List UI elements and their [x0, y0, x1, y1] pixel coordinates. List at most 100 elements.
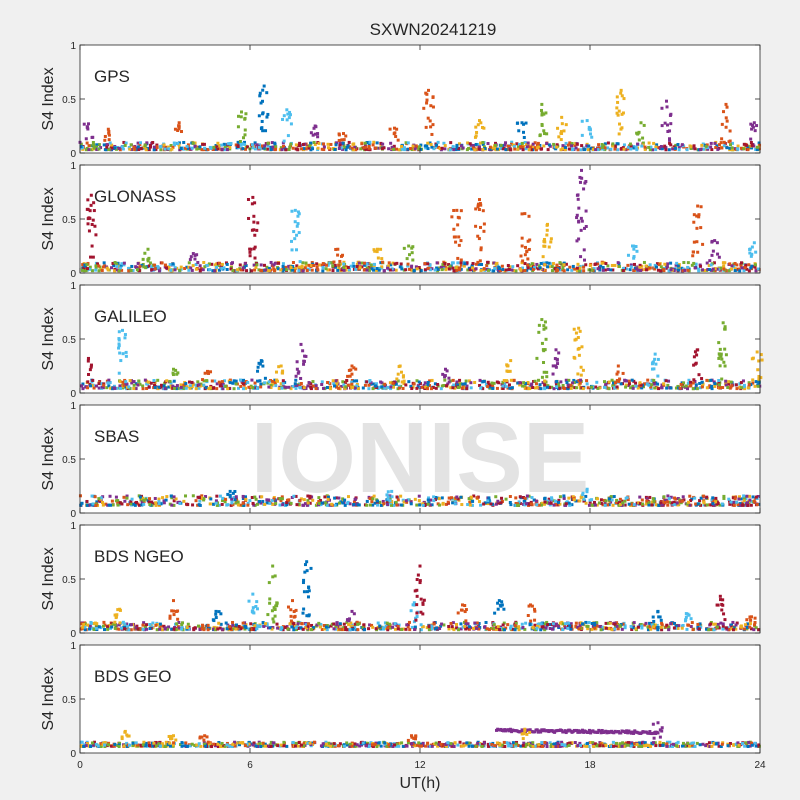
spike-point [545, 370, 549, 374]
spike [535, 318, 549, 382]
spike-point [636, 132, 640, 136]
spike-point [695, 226, 699, 230]
data-point [82, 622, 86, 626]
spike-point [574, 331, 578, 335]
data-point [137, 379, 141, 383]
data-point [79, 142, 83, 146]
data-point [410, 387, 414, 391]
spike-point [575, 239, 579, 243]
data-point [266, 626, 270, 630]
spike-point [555, 358, 559, 362]
data-point [377, 268, 381, 272]
spike-point [171, 371, 175, 375]
data-point [749, 141, 753, 145]
data-point [501, 387, 505, 391]
data-point [194, 383, 198, 387]
data-point [155, 143, 159, 147]
data-point [373, 501, 377, 505]
data-point [732, 503, 736, 507]
data-point [186, 502, 190, 506]
data-point [440, 622, 444, 626]
data-point [686, 265, 690, 269]
data-point [266, 141, 270, 145]
data-point [601, 503, 605, 507]
data-point [693, 496, 697, 500]
spike-point [429, 125, 433, 129]
spike-point [143, 251, 147, 255]
data-point [239, 143, 243, 147]
spike-point [527, 214, 531, 218]
data-point [191, 264, 195, 268]
spike-point [233, 489, 237, 493]
data-point [750, 264, 754, 268]
spike-point [632, 255, 636, 259]
spike [117, 328, 128, 384]
data-point [167, 385, 171, 389]
data-point [409, 502, 413, 506]
spike-point [385, 493, 389, 497]
data-point [287, 498, 291, 502]
data-point [95, 145, 99, 149]
data-point [348, 627, 352, 631]
spike-point [717, 341, 721, 345]
spike-point [401, 375, 405, 379]
data-point [529, 145, 533, 149]
spike-point [252, 220, 256, 224]
data-point [644, 264, 648, 268]
data-point [123, 385, 127, 389]
data-point [603, 146, 607, 150]
data-point [250, 495, 254, 499]
data-point [225, 148, 229, 152]
data-point [434, 496, 438, 500]
data-point [235, 498, 239, 502]
data-point [455, 145, 459, 149]
panel-label: GLONASS [94, 187, 176, 206]
data-point [144, 266, 148, 270]
data-point [296, 626, 300, 630]
spike-point [528, 238, 532, 242]
data-point [466, 622, 470, 626]
data-point [306, 624, 310, 628]
data-point [220, 143, 224, 147]
data-point [735, 387, 739, 391]
spike [750, 350, 764, 382]
spike-point [650, 367, 654, 371]
spike-point [542, 327, 546, 331]
spike-point [545, 132, 549, 136]
spike-point [620, 94, 624, 98]
data-point [381, 627, 385, 631]
spike-point [388, 127, 392, 131]
spike-point [543, 320, 547, 324]
data-point [460, 503, 464, 507]
data-point [711, 502, 715, 506]
data-point [304, 623, 308, 627]
data-point [309, 382, 313, 386]
data-point [693, 147, 697, 151]
data-point [586, 148, 590, 152]
spike-point [755, 124, 759, 128]
data-point [232, 379, 236, 383]
data-point [365, 140, 369, 144]
spike-point [583, 226, 587, 230]
data-point [297, 265, 301, 269]
data-point [310, 264, 314, 268]
data-point [582, 148, 586, 152]
data-point [338, 143, 342, 147]
data-point [680, 143, 684, 147]
spike-point [295, 233, 299, 237]
data-point [732, 265, 736, 269]
data-point [300, 264, 304, 268]
spike-peak [520, 121, 524, 125]
data-point [669, 261, 673, 265]
data-point [273, 261, 277, 265]
data-point [644, 502, 648, 506]
spike-point [124, 354, 128, 358]
data-point [623, 503, 627, 507]
data-point [326, 503, 330, 507]
data-point [266, 144, 270, 148]
data-point [459, 627, 463, 631]
baseline-points [80, 260, 761, 273]
data-point [302, 147, 306, 151]
spike-point [750, 245, 754, 249]
data-point [621, 146, 625, 150]
